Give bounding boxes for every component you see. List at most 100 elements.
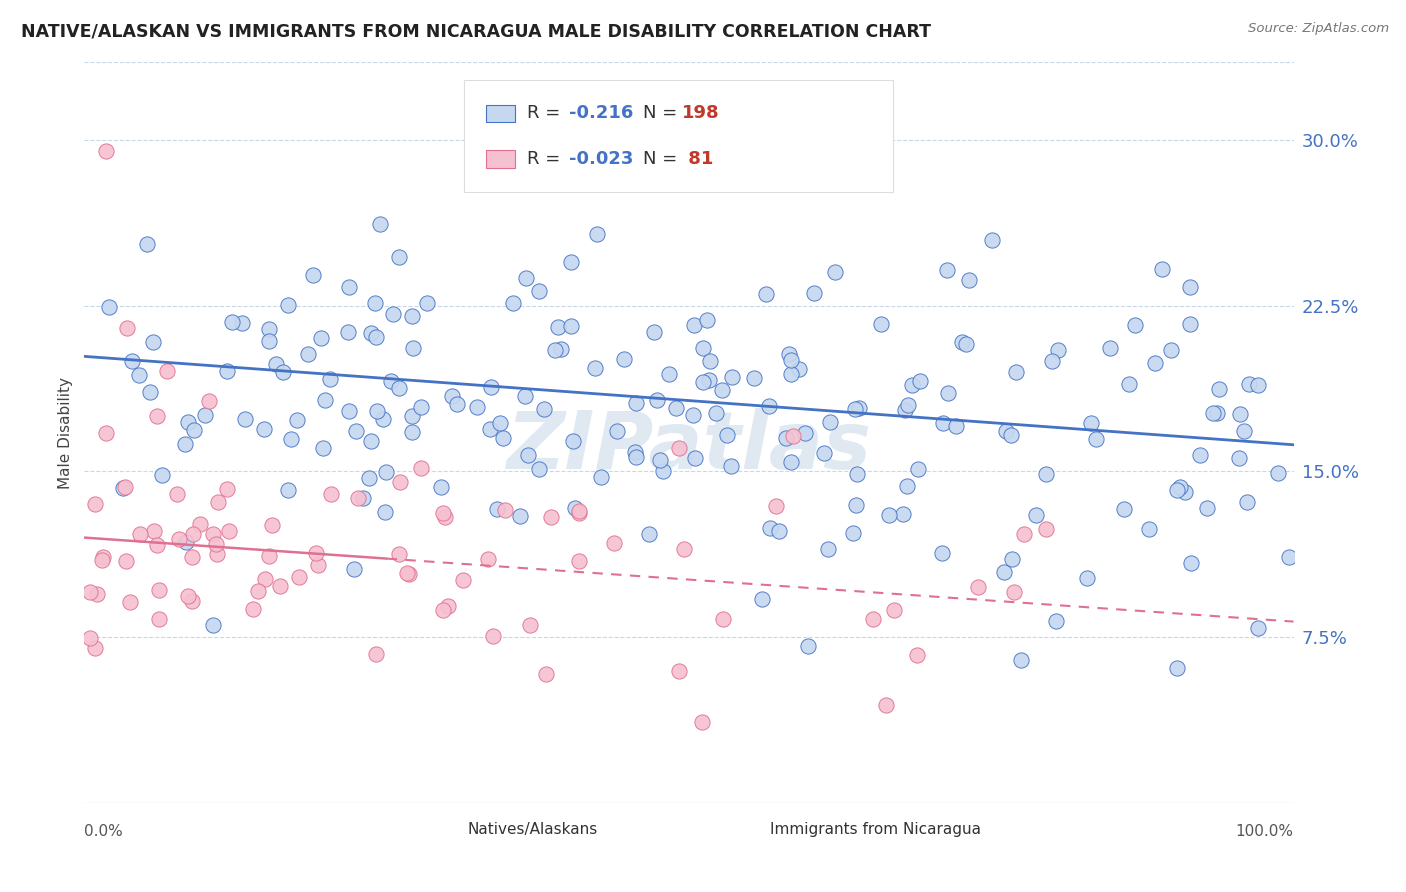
Point — [1040, 354, 1063, 368]
Point — [337, 404, 360, 418]
Point — [818, 415, 841, 429]
Point — [950, 334, 973, 349]
Point — [568, 507, 591, 521]
Point — [257, 549, 280, 563]
Point — [547, 320, 569, 334]
Point — [114, 480, 136, 494]
Point — [626, 450, 648, 464]
Point — [779, 455, 801, 469]
Point — [1137, 522, 1160, 536]
Text: N =: N = — [643, 150, 682, 168]
Point — [692, 341, 714, 355]
Point — [409, 460, 432, 475]
Point — [142, 334, 165, 349]
Point — [173, 436, 195, 450]
Point — [697, 373, 720, 387]
Point — [696, 313, 718, 327]
Point — [758, 399, 780, 413]
Point — [409, 400, 432, 414]
Text: R =: R = — [527, 104, 567, 122]
Point — [824, 265, 846, 279]
Point — [94, 144, 117, 158]
Point — [352, 491, 374, 505]
Point — [1174, 484, 1197, 499]
Point — [1160, 343, 1182, 357]
Point — [271, 365, 294, 379]
Point — [787, 362, 810, 376]
Point — [842, 525, 865, 540]
Point — [364, 296, 387, 310]
Point — [481, 629, 503, 643]
Point — [337, 325, 360, 339]
Point — [742, 370, 765, 384]
Point — [794, 426, 817, 441]
Point — [645, 392, 668, 407]
Point — [721, 369, 744, 384]
Point — [135, 236, 157, 251]
Point — [115, 320, 138, 334]
Point — [877, 508, 900, 523]
Point — [643, 325, 665, 339]
Point — [401, 409, 423, 423]
Text: 100.0%: 100.0% — [1236, 823, 1294, 838]
Point — [242, 601, 264, 615]
Point — [1012, 526, 1035, 541]
Point — [312, 441, 335, 455]
Point — [465, 400, 488, 414]
Text: 81: 81 — [682, 150, 713, 168]
Point — [1178, 317, 1201, 331]
Point — [1025, 508, 1047, 523]
Point — [1045, 614, 1067, 628]
Point — [221, 315, 243, 329]
Point — [264, 357, 287, 371]
Point — [194, 408, 217, 422]
Point — [371, 412, 394, 426]
Point — [519, 617, 541, 632]
Text: N =: N = — [643, 104, 682, 122]
Point — [1267, 467, 1289, 481]
Point — [430, 480, 453, 494]
Point — [1227, 450, 1250, 465]
Point — [401, 425, 423, 439]
Point — [1112, 501, 1135, 516]
Point — [817, 541, 839, 556]
Point — [1166, 661, 1188, 675]
Point — [148, 583, 170, 598]
Point — [638, 526, 661, 541]
Point — [156, 364, 179, 378]
Point — [1004, 585, 1026, 599]
Point — [782, 429, 804, 443]
Point — [433, 510, 456, 524]
Point — [1208, 382, 1230, 396]
Point — [79, 632, 101, 646]
Point — [115, 554, 138, 568]
Text: -0.023: -0.023 — [569, 150, 634, 168]
Point — [253, 422, 276, 436]
Point — [543, 343, 565, 357]
Point — [150, 468, 173, 483]
Point — [441, 389, 464, 403]
Point — [304, 546, 326, 560]
Point — [1001, 552, 1024, 566]
Point — [148, 612, 170, 626]
Point — [1170, 480, 1192, 494]
Point — [665, 401, 688, 415]
Point — [121, 354, 143, 368]
Point — [932, 417, 955, 431]
Point — [560, 318, 582, 333]
Point — [533, 401, 555, 416]
Text: 198: 198 — [682, 104, 720, 122]
Point — [145, 537, 167, 551]
Point — [1188, 448, 1211, 462]
Point — [1246, 377, 1268, 392]
Point — [612, 351, 634, 366]
Point — [668, 441, 690, 455]
Point — [98, 301, 121, 315]
Point — [402, 341, 425, 355]
Point — [96, 425, 118, 440]
Point — [174, 535, 197, 549]
Point — [896, 479, 918, 493]
Point — [690, 715, 713, 730]
Point — [1000, 428, 1022, 442]
Point — [396, 566, 419, 581]
